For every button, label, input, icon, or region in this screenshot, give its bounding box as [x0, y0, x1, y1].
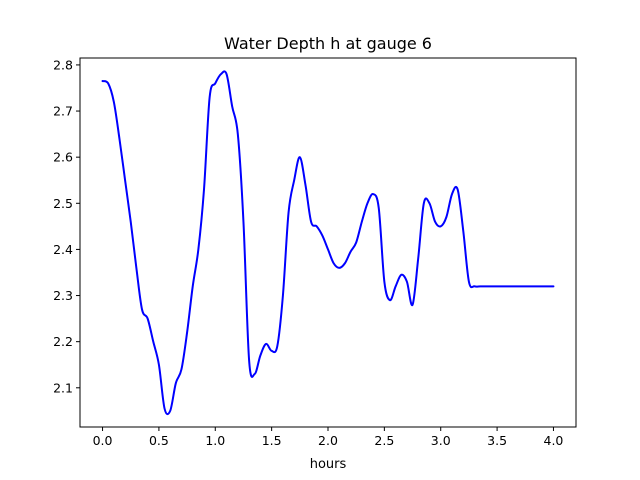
x-tick-label: 1.5 [262, 433, 282, 448]
y-tick-label: 2.3 [53, 288, 73, 303]
x-axis: 0.0 0.5 1.0 1.5 2.0 2.5 3.0 3.5 4.0 [93, 427, 564, 448]
x-tick-label: 2.5 [374, 433, 394, 448]
y-tick-label: 2.8 [53, 57, 73, 72]
x-tick-label: 3.5 [487, 433, 507, 448]
x-tick-label: 4.0 [544, 433, 564, 448]
y-axis: 2.1 2.2 2.3 2.4 2.5 2.6 2.7 2.8 [53, 57, 80, 395]
y-tick-label: 2.6 [53, 150, 73, 165]
x-tick-label: 0.0 [93, 433, 113, 448]
y-tick-label: 2.4 [53, 242, 73, 257]
x-tick-label: 3.0 [431, 433, 451, 448]
series-line [101, 70, 555, 416]
x-tick-label: 2.0 [318, 433, 338, 448]
axes-frame [79, 57, 577, 428]
x-tick-label: 0.5 [149, 433, 169, 448]
y-tick-label: 2.2 [53, 334, 73, 349]
chart-title: Water Depth h at gauge 6 [224, 34, 432, 53]
y-tick-label: 2.7 [53, 104, 73, 119]
x-tick-label: 1.0 [205, 433, 225, 448]
y-tick-label: 2.1 [53, 380, 73, 395]
x-axis-label: hours [310, 457, 347, 472]
plot-area [101, 70, 555, 416]
y-tick-label: 2.5 [53, 196, 73, 211]
